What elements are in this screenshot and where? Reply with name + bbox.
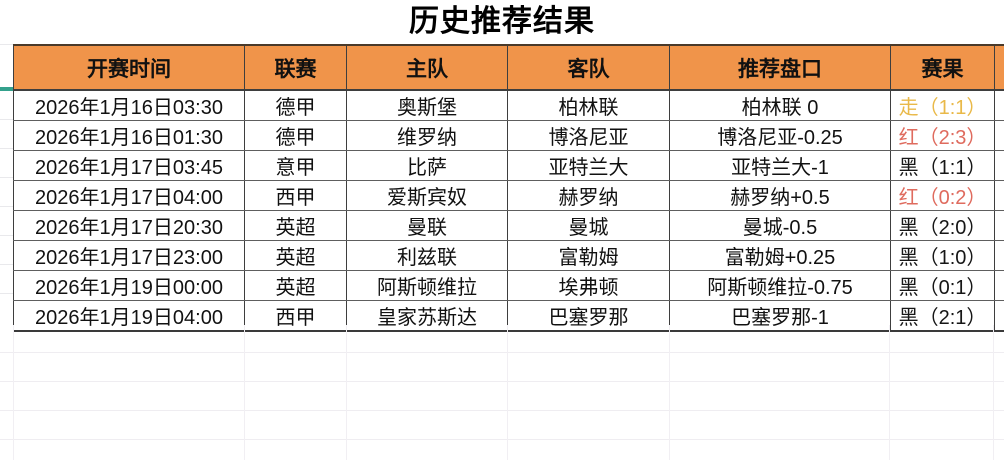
gridline: [889, 325, 890, 460]
gridline: [13, 325, 14, 460]
table-row: 2026年1月19日00:00 英超 阿斯顿维拉 埃弗顿 阿斯顿维拉-0.75 黑（0:1…: [13, 270, 1004, 301]
cell-handicap[interactable]: 赫罗纳+0.5: [669, 180, 891, 211]
cell-handicap[interactable]: 阿斯顿维拉-0.75: [669, 270, 891, 301]
cell-home[interactable]: 奥斯堡: [346, 89, 508, 121]
gridline: [669, 325, 670, 460]
cell-away[interactable]: 亚特兰大: [507, 150, 670, 181]
cell-away[interactable]: 巴塞罗那: [507, 300, 670, 332]
cell-league[interactable]: 英超: [244, 240, 347, 271]
cell-time[interactable]: 2026年1月19日04:00: [13, 300, 245, 332]
cell-league[interactable]: 西甲: [244, 180, 347, 211]
cell-league[interactable]: 英超: [244, 270, 347, 301]
cell-league[interactable]: 西甲: [244, 300, 347, 332]
table-row: 2026年1月17日03:45 意甲 比萨 亚特兰大 亚特兰大-1 黑（1:1）: [13, 150, 1004, 181]
column-header-away[interactable]: 客队: [507, 44, 670, 91]
cell-result[interactable]: 黑（1:1）: [890, 150, 995, 181]
cell-time[interactable]: 2026年1月17日23:00: [13, 240, 245, 271]
cell-result[interactable]: 黑（0:1）: [890, 270, 995, 301]
table-row: 2026年1月16日01:30 德甲 维罗纳 博洛尼亚 博洛尼亚-0.25 红（2:3）: [13, 120, 1004, 151]
cell-league[interactable]: 德甲: [244, 120, 347, 151]
gridline: [0, 264, 13, 265]
gridline: [0, 235, 13, 236]
cell-result[interactable]: 走（1:1）: [890, 89, 995, 121]
cell-overflow: [994, 270, 1004, 301]
gridline: [346, 325, 347, 460]
column-header-league[interactable]: 联赛: [244, 44, 347, 91]
cell-overflow: [994, 240, 1004, 271]
table-row: 2026年1月17日23:00 英超 利兹联 富勒姆 富勒姆+0.25 黑（1:0）: [13, 240, 1004, 271]
gridline: [244, 325, 245, 460]
cell-overflow: [994, 150, 1004, 181]
gridline: [0, 177, 13, 178]
gridline: [0, 119, 13, 120]
cell-home[interactable]: 皇家苏斯达: [346, 300, 508, 332]
cell-handicap[interactable]: 富勒姆+0.25: [669, 240, 891, 271]
page-title: 历史推荐结果: [409, 5, 595, 38]
gridline: [0, 410, 1004, 411]
cell-league[interactable]: 德甲: [244, 89, 347, 121]
cell-time[interactable]: 2026年1月17日20:30: [13, 210, 245, 241]
cell-league[interactable]: 英超: [244, 210, 347, 241]
column-header-overflow: [994, 44, 1004, 91]
gridline: [0, 44, 13, 45]
cell-away[interactable]: 富勒姆: [507, 240, 670, 271]
cell-overflow: [994, 210, 1004, 241]
cell-time[interactable]: 2026年1月17日03:45: [13, 150, 245, 181]
cell-overflow: [994, 300, 1004, 332]
cell-result[interactable]: 黑（1:0）: [890, 240, 995, 271]
cell-league[interactable]: 意甲: [244, 150, 347, 181]
cell-away[interactable]: 博洛尼亚: [507, 120, 670, 151]
table-row: 2026年1月17日04:00 西甲 爱斯宾奴 赫罗纳 赫罗纳+0.5 红（0:2）: [13, 180, 1004, 211]
cell-home[interactable]: 爱斯宾奴: [346, 180, 508, 211]
selection-accent: [0, 87, 13, 91]
cell-result[interactable]: 红（0:2）: [890, 180, 995, 211]
cell-result[interactable]: 红（2:3）: [890, 120, 995, 151]
cell-time[interactable]: 2026年1月16日01:30: [13, 120, 245, 151]
table-row: 2026年1月17日20:30 英超 曼联 曼城 曼城-0.5 黑（2:0）: [13, 210, 1004, 241]
gridline: [0, 352, 1004, 353]
cell-away[interactable]: 柏林联: [507, 89, 670, 121]
column-header-time[interactable]: 开赛时间: [13, 44, 245, 91]
cell-handicap[interactable]: 巴塞罗那-1: [669, 300, 891, 332]
history-table: 开赛时间 联赛 主队 客队 推荐盘口 赛果 2026年1月16日03:30 德甲 奥斯堡 柏林联…: [13, 44, 1004, 332]
column-header-home[interactable]: 主队: [346, 44, 508, 91]
gridline: [0, 381, 1004, 382]
cell-handicap[interactable]: 亚特兰大-1: [669, 150, 891, 181]
gridline: [0, 293, 13, 294]
cell-time[interactable]: 2026年1月19日00:00: [13, 270, 245, 301]
table-row: 2026年1月16日03:30 德甲 奥斯堡 柏林联 柏林联 0 走（1:1）: [13, 89, 1004, 121]
gridline: [0, 148, 13, 149]
table-row: 2026年1月19日04:00 西甲 皇家苏斯达 巴塞罗那 巴塞罗那-1 黑（2:1）: [13, 300, 1004, 332]
cell-overflow: [994, 120, 1004, 151]
cell-home[interactable]: 阿斯顿维拉: [346, 270, 508, 301]
cell-handicap[interactable]: 博洛尼亚-0.25: [669, 120, 891, 151]
gridline: [993, 325, 994, 460]
column-header-result[interactable]: 赛果: [890, 44, 995, 91]
cell-overflow: [994, 89, 1004, 121]
cell-home[interactable]: 曼联: [346, 210, 508, 241]
cell-away[interactable]: 赫罗纳: [507, 180, 670, 211]
gridline: [507, 325, 508, 460]
cell-overflow: [994, 180, 1004, 211]
cell-result[interactable]: 黑（2:0）: [890, 210, 995, 241]
column-header-handicap[interactable]: 推荐盘口: [669, 44, 891, 91]
cell-time[interactable]: 2026年1月17日04:00: [13, 180, 245, 211]
cell-home[interactable]: 利兹联: [346, 240, 508, 271]
header-row: 开赛时间 联赛 主队 客队 推荐盘口 赛果: [13, 44, 1004, 91]
cell-away[interactable]: 埃弗顿: [507, 270, 670, 301]
cell-result[interactable]: 黑（2:1）: [890, 300, 995, 332]
gridline: [0, 206, 13, 207]
cell-handicap[interactable]: 曼城-0.5: [669, 210, 891, 241]
cell-home[interactable]: 维罗纳: [346, 120, 508, 151]
cell-time[interactable]: 2026年1月16日03:30: [13, 89, 245, 121]
cell-home[interactable]: 比萨: [346, 150, 508, 181]
cell-handicap[interactable]: 柏林联 0: [669, 89, 891, 121]
gridline: [0, 439, 1004, 440]
cell-away[interactable]: 曼城: [507, 210, 670, 241]
